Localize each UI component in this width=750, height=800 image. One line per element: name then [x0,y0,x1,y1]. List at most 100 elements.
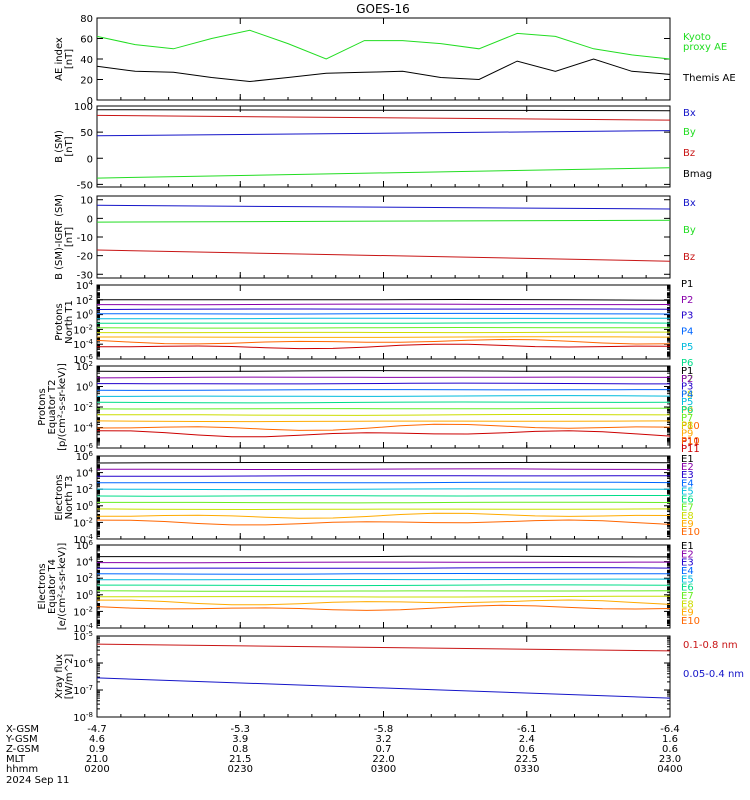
x-row-value: 0.7 [376,744,392,755]
series-line [96,604,671,611]
tick-label: 80 [80,14,93,25]
series-line [96,370,671,373]
series-line [96,308,671,310]
series-line [96,130,671,137]
tick-label: 0 [87,96,93,107]
legend-item: E8 [681,599,694,610]
tick-label: 60 [80,35,93,46]
series-line [96,475,671,477]
y-axis-label: ElectronsNorth T3 [54,474,75,520]
series-line [97,599,671,606]
legend-item: Bmag [683,169,712,180]
tick-label: 100 [76,309,93,322]
tick-label: 106 [76,539,94,552]
legend-item: P11 [681,444,700,455]
legend-item: E6 [681,495,694,506]
panel-7: ElectronsEquator T4[e/(cm²-s-sr-keV)] 106… [37,539,700,635]
x-row-value: 0400 [657,764,682,775]
x-row-value: 3.2 [376,734,392,745]
series-line [96,590,671,592]
legend-item: P5 [681,342,693,353]
tick-label: 102 [76,360,93,373]
legend-item: E10 [681,616,700,627]
legend-item: P2 [681,295,693,306]
tick-label: 10-6 [73,657,93,670]
series-line [97,501,671,504]
tick-label: 102 [76,572,93,585]
panel-6: ElectronsNorth T310610410210010-210-4E1E… [54,450,700,546]
tick-label: 100 [76,381,93,394]
tick-label: 100 [74,102,93,113]
legend-item: E1 [681,541,694,552]
series-line [97,312,671,315]
tick-label: 50 [80,128,93,139]
series-line [96,572,671,575]
x-row-value: 21.0 [86,754,108,765]
series-line [96,677,671,699]
tick-label: 10-4 [73,533,93,546]
series-line [96,420,671,423]
tick-label: -10 [77,233,93,244]
tick-label: 102 [76,294,93,307]
x-row-value: 0.6 [519,744,535,755]
series-line [96,382,671,385]
x-row-label: Z-GSM [6,744,39,755]
panel-8: Xray flux[W/m^2] 10-5 10-6 10-7 10-8 0.1-0.8 … [54,630,744,724]
x-row-label: hhmm [6,764,38,775]
x-row-value: 22.0 [372,754,394,765]
series-line [96,488,670,491]
tick-label: 10-2 [73,516,93,529]
panel-frame [96,455,671,540]
tick-label: 10-5 [73,630,93,643]
x-row-value: 4.6 [89,734,105,745]
x-row-value: 3.9 [232,734,248,745]
tick-label: 0 [87,214,93,225]
legend-item: P11 [681,437,700,448]
legend-item: Bx [683,108,696,119]
series-line [96,430,671,438]
series-line [96,578,670,581]
legend-item: E9 [681,608,694,619]
panel-frame [96,365,671,449]
series-line [97,336,671,338]
series-line [96,414,671,416]
tick-label: 10-2 [73,323,93,336]
legend-item: P6 [681,405,693,416]
x-row-value: -6.4 [660,724,680,735]
series-line [96,395,671,397]
y-axis-label: B (SM)-IGRF (SM)[nT] [54,194,75,280]
chart-title: GOES-16 [356,2,410,16]
legend-item: E9 [681,519,694,530]
x-row-value: -5.3 [230,724,250,735]
legend-item: P4 [681,326,693,337]
legend-item: P3 [681,311,693,322]
panel-frame [96,284,671,360]
legend-item: Bz [683,148,695,159]
tick-label: 106 [76,450,94,463]
legend-item: P3 [681,382,693,393]
series-line [96,322,671,324]
tick-label: 10-6 [73,442,93,455]
legend-item: P10 [681,421,700,432]
x-row-value: -5.8 [374,724,394,735]
x-row-value: 0230 [228,764,253,775]
tick-label: 10-8 [73,711,93,724]
legend-item: P6 [681,358,693,369]
tick-label: 10-4 [73,622,93,635]
tick-label: 104 [76,279,94,292]
legend-item: P1 [681,279,693,290]
legend-item: E8 [681,511,694,522]
tick-label: 10 [80,196,93,207]
legend-item: P8 [681,390,693,401]
legend-item: E10 [681,527,700,538]
legend-item: E1 [681,454,694,465]
series-line [96,58,671,83]
legend-item: E6 [681,583,694,594]
series-line [97,343,671,350]
series-line [97,512,671,519]
series-line [96,204,671,210]
tick-label: 104 [76,556,94,569]
series-line [97,595,670,598]
